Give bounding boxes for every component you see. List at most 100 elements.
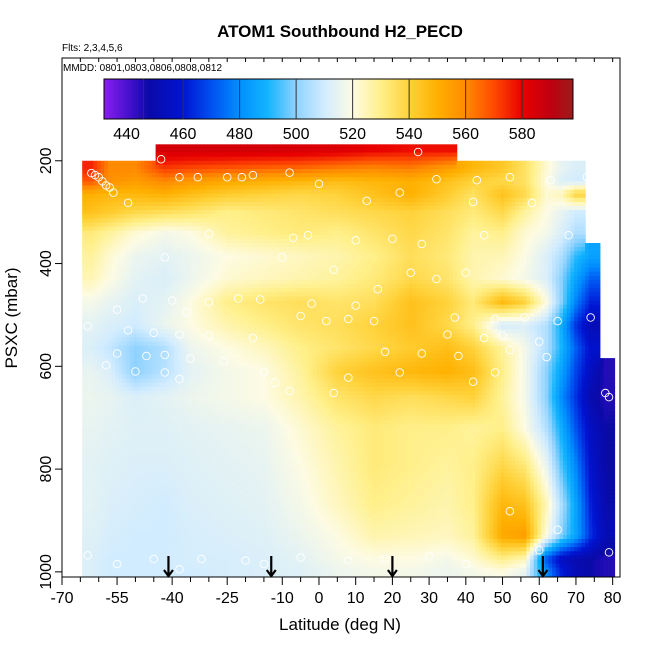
heatmap-cell xyxy=(236,497,241,503)
heatmap-cell xyxy=(240,267,245,273)
heatmap-cell xyxy=(93,284,98,289)
heatmap-cell xyxy=(93,522,98,528)
heatmap-cell xyxy=(126,427,131,433)
heatmap-cell xyxy=(144,440,149,446)
heatmap-cell xyxy=(170,526,175,532)
heatmap-cell xyxy=(144,427,149,433)
heatmap-cell xyxy=(111,304,116,310)
heatmap-cell xyxy=(229,201,234,207)
heatmap-cell xyxy=(192,193,197,199)
heatmap-cell xyxy=(104,362,109,367)
heatmap-cell xyxy=(118,481,124,487)
heatmap-cell xyxy=(96,341,102,347)
heatmap-cell xyxy=(199,349,204,355)
heatmap-cell xyxy=(144,448,149,454)
heatmap-cell xyxy=(240,448,245,454)
heatmap-cell xyxy=(166,160,171,166)
heatmap-cell xyxy=(148,304,153,310)
heatmap-cell xyxy=(155,189,160,195)
heatmap-cell xyxy=(236,506,241,511)
heatmap-cell xyxy=(151,559,157,565)
heatmap-cell xyxy=(140,411,146,417)
heatmap-cell xyxy=(192,308,197,314)
heatmap-cell xyxy=(137,214,142,219)
heatmap-cell xyxy=(218,218,223,224)
heatmap-cell xyxy=(254,238,259,244)
heatmap-cell xyxy=(254,510,259,515)
heatmap-cell xyxy=(221,296,226,302)
heatmap-cell xyxy=(199,411,204,417)
heatmap-cell xyxy=(225,333,230,339)
heatmap-cell xyxy=(225,551,230,557)
heatmap-cell xyxy=(118,460,124,466)
heatmap-cell xyxy=(140,218,146,224)
heatmap-cell xyxy=(232,353,237,359)
heatmap-cell xyxy=(162,316,168,322)
heatmap-cell xyxy=(104,411,109,417)
heatmap-cell xyxy=(210,530,215,536)
heatmap-cell xyxy=(126,312,131,318)
heatmap-cell xyxy=(85,571,91,577)
heatmap-cell xyxy=(177,374,182,380)
heatmap-cell xyxy=(184,390,190,396)
heatmap-cell xyxy=(93,485,98,491)
heatmap-cell xyxy=(243,329,248,335)
heatmap-cell xyxy=(111,452,116,458)
heatmap-cell xyxy=(126,497,131,503)
heatmap-cell xyxy=(140,358,146,363)
heatmap-cell xyxy=(100,399,105,404)
heatmap-cell xyxy=(93,296,98,302)
heatmap-cell xyxy=(115,333,120,339)
heatmap-cell xyxy=(218,321,223,326)
heatmap-cell xyxy=(104,300,109,306)
heatmap-cell xyxy=(236,164,241,170)
heatmap-cell xyxy=(177,526,182,532)
heatmap-cell xyxy=(247,510,252,515)
heatmap-cell xyxy=(225,575,230,577)
heatmap-cell xyxy=(170,218,175,224)
heatmap-cell xyxy=(181,390,186,396)
heatmap-cell xyxy=(173,271,179,277)
heatmap-cell xyxy=(155,452,160,458)
heatmap-cell xyxy=(173,308,179,314)
heatmap-cell xyxy=(203,341,208,347)
heatmap-cell xyxy=(151,378,157,384)
heatmap-cell xyxy=(93,193,98,199)
heatmap-cell xyxy=(118,230,124,236)
heatmap-cell xyxy=(188,370,193,376)
heatmap-cell xyxy=(225,510,230,515)
heatmap-cell xyxy=(137,432,142,437)
heatmap-cell xyxy=(126,267,131,273)
heatmap-cell xyxy=(137,399,142,404)
heatmap-cell xyxy=(210,543,215,548)
heatmap-cell xyxy=(195,144,201,150)
heatmap-cell xyxy=(148,440,153,446)
heatmap-cell xyxy=(207,530,212,536)
heatmap-cell xyxy=(144,255,149,261)
heatmap-cell xyxy=(192,374,197,380)
heatmap-cell xyxy=(107,506,113,511)
heatmap-cell xyxy=(159,345,164,351)
heatmap-cell xyxy=(166,366,171,372)
heatmap-cell xyxy=(199,399,204,404)
heatmap-cell xyxy=(93,259,98,265)
heatmap-cell xyxy=(140,518,146,524)
heatmap-cell xyxy=(214,148,219,154)
heatmap-cell xyxy=(115,534,120,540)
heatmap-cell xyxy=(177,259,182,265)
heatmap-cell xyxy=(247,197,252,203)
heatmap-cell xyxy=(144,547,149,552)
heatmap-cell xyxy=(166,464,171,470)
heatmap-cell xyxy=(122,185,127,191)
heatmap-cell xyxy=(89,345,94,351)
heatmap-cell xyxy=(177,522,182,528)
heatmap-cell xyxy=(159,378,164,384)
heatmap-cell xyxy=(195,374,201,380)
heatmap-cell xyxy=(122,222,127,228)
heatmap-cell xyxy=(181,144,186,150)
heatmap-cell xyxy=(207,148,212,154)
heatmap-cell xyxy=(247,456,252,462)
heatmap-cell xyxy=(100,255,105,261)
heatmap-cell xyxy=(118,432,124,437)
heatmap-cell xyxy=(173,469,179,474)
